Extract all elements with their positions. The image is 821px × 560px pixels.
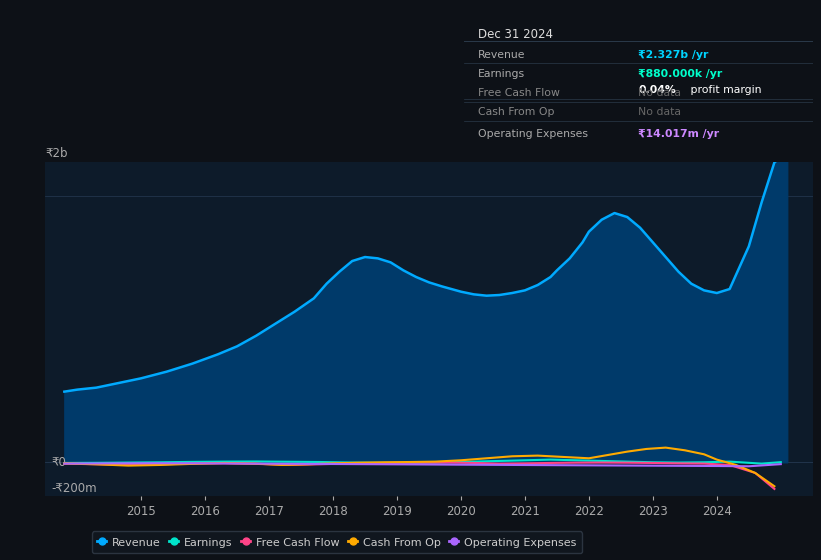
Text: Dec 31 2024: Dec 31 2024 [478, 27, 553, 41]
Text: Operating Expenses: Operating Expenses [478, 129, 588, 139]
Text: 0.04%: 0.04% [639, 85, 677, 95]
Text: Cash From Op: Cash From Op [478, 108, 554, 117]
Text: profit margin: profit margin [687, 85, 762, 95]
Text: Earnings: Earnings [478, 69, 525, 79]
Text: ₹880.000k /yr: ₹880.000k /yr [639, 69, 722, 79]
Text: Revenue: Revenue [478, 50, 525, 59]
Text: ₹14.017m /yr: ₹14.017m /yr [639, 129, 719, 139]
Text: Free Cash Flow: Free Cash Flow [478, 88, 560, 98]
Text: No data: No data [639, 108, 681, 117]
Text: ₹2b: ₹2b [45, 147, 67, 160]
Text: No data: No data [639, 88, 681, 98]
Text: ₹0: ₹0 [52, 456, 67, 469]
Text: ₹2.327b /yr: ₹2.327b /yr [639, 50, 709, 59]
Text: -₹200m: -₹200m [52, 482, 97, 496]
Legend: Revenue, Earnings, Free Cash Flow, Cash From Op, Operating Expenses: Revenue, Earnings, Free Cash Flow, Cash … [92, 531, 582, 553]
